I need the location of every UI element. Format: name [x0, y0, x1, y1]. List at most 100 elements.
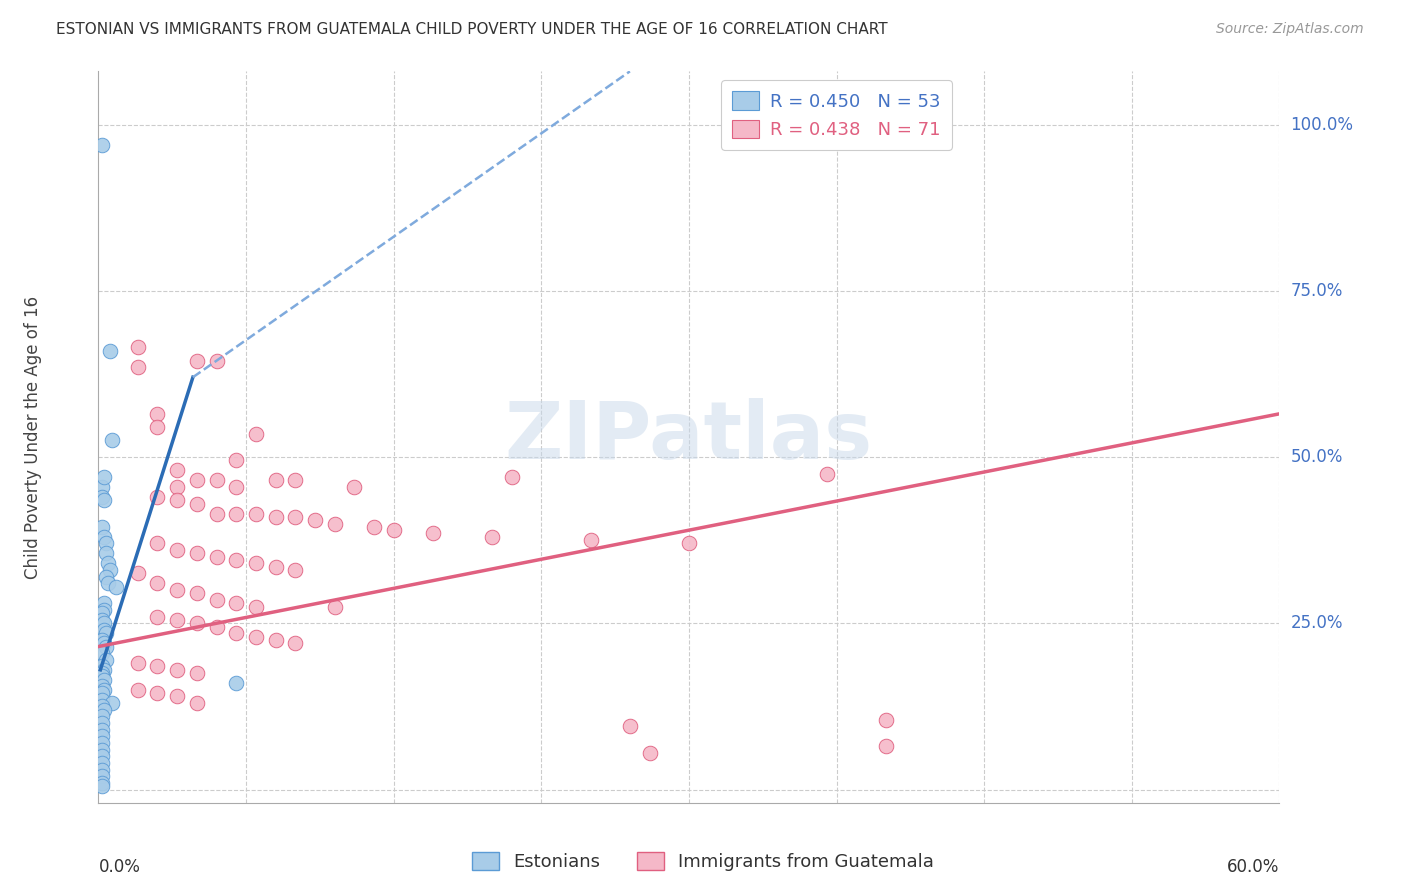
- Point: [166, 463, 188, 477]
- Point: [93, 616, 115, 631]
- Text: 100.0%: 100.0%: [1291, 116, 1354, 134]
- Text: Source: ZipAtlas.com: Source: ZipAtlas.com: [1216, 22, 1364, 37]
- Point: [323, 516, 346, 531]
- Point: [91, 659, 114, 673]
- Point: [91, 520, 114, 534]
- Point: [638, 746, 661, 760]
- Point: [91, 723, 114, 737]
- Point: [96, 536, 118, 550]
- Point: [205, 473, 228, 487]
- Point: [166, 480, 188, 494]
- Point: [225, 453, 247, 467]
- Point: [91, 490, 114, 504]
- Point: [284, 509, 307, 524]
- Point: [93, 596, 115, 610]
- Point: [93, 673, 115, 687]
- Text: 0.0%: 0.0%: [98, 858, 141, 876]
- Text: ZIPatlas: ZIPatlas: [505, 398, 873, 476]
- Point: [205, 619, 228, 633]
- Point: [205, 593, 228, 607]
- Point: [91, 763, 114, 777]
- Point: [91, 709, 114, 723]
- Point: [91, 716, 114, 731]
- Point: [186, 353, 208, 368]
- Point: [245, 630, 267, 644]
- Point: [481, 530, 503, 544]
- Point: [101, 434, 124, 448]
- Point: [101, 696, 124, 710]
- Point: [146, 407, 169, 421]
- Point: [166, 613, 188, 627]
- Text: Child Poverty Under the Age of 16: Child Poverty Under the Age of 16: [24, 295, 42, 579]
- Point: [186, 473, 208, 487]
- Point: [91, 666, 114, 681]
- Text: 25.0%: 25.0%: [1291, 615, 1343, 632]
- Point: [579, 533, 602, 548]
- Point: [91, 686, 114, 700]
- Point: [166, 493, 188, 508]
- Point: [93, 603, 115, 617]
- Point: [91, 729, 114, 743]
- Point: [97, 557, 120, 571]
- Point: [146, 686, 169, 700]
- Point: [91, 776, 114, 790]
- Point: [264, 473, 287, 487]
- Point: [264, 559, 287, 574]
- Point: [166, 663, 188, 677]
- Point: [91, 137, 114, 152]
- Point: [96, 626, 118, 640]
- Point: [96, 640, 118, 654]
- Point: [127, 340, 149, 354]
- Point: [186, 696, 208, 710]
- Text: 50.0%: 50.0%: [1291, 448, 1343, 466]
- Point: [284, 636, 307, 650]
- Point: [875, 739, 897, 754]
- Text: 75.0%: 75.0%: [1291, 282, 1343, 300]
- Text: 60.0%: 60.0%: [1227, 858, 1279, 876]
- Point: [225, 553, 247, 567]
- Point: [91, 736, 114, 750]
- Point: [284, 473, 307, 487]
- Point: [93, 493, 115, 508]
- Point: [323, 599, 346, 614]
- Point: [93, 703, 115, 717]
- Point: [245, 599, 267, 614]
- Point: [146, 659, 169, 673]
- Point: [93, 663, 115, 677]
- Point: [98, 343, 121, 358]
- Point: [146, 536, 169, 550]
- Point: [205, 507, 228, 521]
- Point: [225, 676, 247, 690]
- Point: [186, 586, 208, 600]
- Point: [91, 756, 114, 770]
- Point: [815, 467, 838, 481]
- Point: [93, 636, 115, 650]
- Point: [264, 632, 287, 647]
- Point: [105, 580, 128, 594]
- Point: [245, 426, 267, 441]
- Point: [166, 582, 188, 597]
- Point: [91, 680, 114, 694]
- Point: [284, 563, 307, 577]
- Point: [127, 360, 149, 375]
- Point: [225, 507, 247, 521]
- Point: [91, 779, 114, 793]
- Point: [186, 616, 208, 631]
- Point: [225, 596, 247, 610]
- Point: [91, 749, 114, 764]
- Point: [91, 480, 114, 494]
- Point: [91, 613, 114, 627]
- Text: ESTONIAN VS IMMIGRANTS FROM GUATEMALA CHILD POVERTY UNDER THE AGE OF 16 CORRELAT: ESTONIAN VS IMMIGRANTS FROM GUATEMALA CH…: [56, 22, 887, 37]
- Point: [93, 470, 115, 484]
- Point: [93, 682, 115, 697]
- Point: [619, 719, 641, 733]
- Point: [96, 570, 118, 584]
- Point: [96, 653, 118, 667]
- Point: [186, 666, 208, 681]
- Point: [96, 546, 118, 560]
- Point: [166, 690, 188, 704]
- Point: [93, 623, 115, 637]
- Point: [501, 470, 523, 484]
- Point: [91, 646, 114, 660]
- Point: [205, 353, 228, 368]
